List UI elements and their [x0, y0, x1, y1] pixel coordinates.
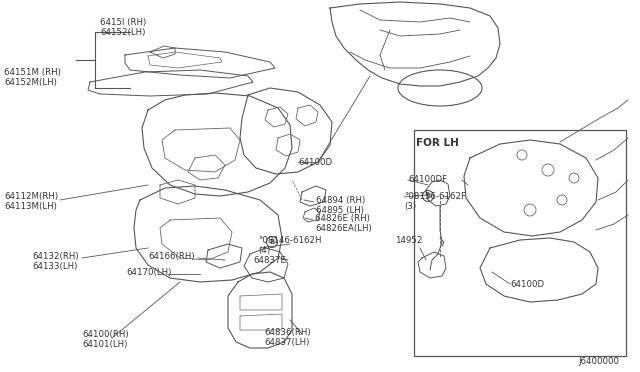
Text: 64100(RH)
64101(LH): 64100(RH) 64101(LH) — [82, 330, 129, 349]
Text: 64837E: 64837E — [253, 256, 286, 265]
Text: °08156-6162F
(3): °08156-6162F (3) — [404, 192, 466, 211]
Text: 64100DF: 64100DF — [408, 175, 447, 184]
Text: 64170(LH): 64170(LH) — [126, 268, 172, 277]
Text: 6415l (RH)
64152(LH): 6415l (RH) 64152(LH) — [100, 18, 147, 38]
Text: 64151M (RH)
64152M(LH): 64151M (RH) 64152M(LH) — [4, 68, 61, 87]
Text: 64836(RH)
64837(LH): 64836(RH) 64837(LH) — [264, 328, 310, 347]
Text: B: B — [426, 193, 431, 199]
Text: J6400000: J6400000 — [578, 357, 619, 366]
Text: 64132(RH)
64133(LH): 64132(RH) 64133(LH) — [32, 252, 79, 272]
Text: 64112M(RH)
64113M(LH): 64112M(RH) 64113M(LH) — [4, 192, 58, 211]
Text: 64826E (RH)
64826EA(LH): 64826E (RH) 64826EA(LH) — [315, 214, 372, 233]
Text: 64166(RH): 64166(RH) — [148, 252, 195, 261]
Text: B: B — [269, 239, 275, 245]
Text: 14952: 14952 — [395, 236, 422, 245]
Bar — [414, 130, 626, 356]
Text: 64100D: 64100D — [510, 280, 544, 289]
Text: 64100D: 64100D — [298, 158, 332, 167]
Text: °08146-6162H
(4): °08146-6162H (4) — [258, 236, 321, 256]
Text: FOR LH: FOR LH — [416, 138, 459, 148]
Text: 64894 (RH)
64895 (LH): 64894 (RH) 64895 (LH) — [316, 196, 365, 215]
